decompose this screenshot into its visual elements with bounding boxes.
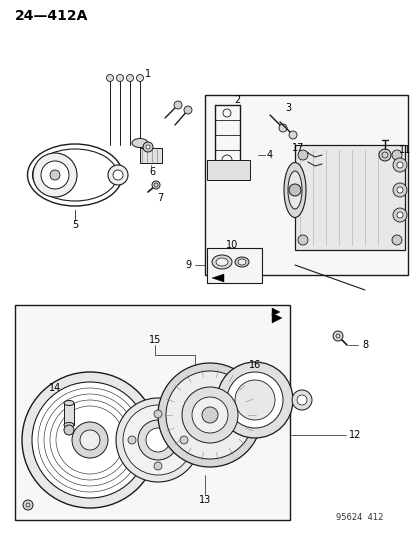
Text: 16: 16 xyxy=(248,360,261,370)
Circle shape xyxy=(146,428,170,452)
Ellipse shape xyxy=(30,147,120,204)
Circle shape xyxy=(235,380,274,420)
Text: 13: 13 xyxy=(198,495,211,505)
Circle shape xyxy=(128,436,136,444)
Ellipse shape xyxy=(211,255,231,269)
Circle shape xyxy=(154,462,161,470)
Circle shape xyxy=(396,212,402,218)
Text: 7: 7 xyxy=(157,193,163,203)
Circle shape xyxy=(142,142,153,152)
Text: 14: 14 xyxy=(49,383,61,393)
Text: 24—412A: 24—412A xyxy=(15,9,88,23)
Text: 15: 15 xyxy=(148,335,161,345)
Text: 12: 12 xyxy=(348,430,360,440)
Circle shape xyxy=(278,124,286,132)
Ellipse shape xyxy=(216,258,228,266)
Text: 5: 5 xyxy=(72,220,78,230)
Polygon shape xyxy=(271,308,279,316)
Circle shape xyxy=(113,170,123,180)
Bar xyxy=(64,403,74,425)
Bar xyxy=(140,148,161,163)
Ellipse shape xyxy=(132,139,147,148)
Polygon shape xyxy=(271,313,281,323)
Circle shape xyxy=(296,395,306,405)
Bar xyxy=(294,145,404,250)
Circle shape xyxy=(23,500,33,510)
Circle shape xyxy=(297,235,307,245)
Ellipse shape xyxy=(287,171,301,209)
Text: 4: 4 xyxy=(266,150,273,160)
Circle shape xyxy=(158,363,261,467)
Circle shape xyxy=(291,390,311,410)
Circle shape xyxy=(180,436,188,444)
Circle shape xyxy=(116,398,199,482)
Circle shape xyxy=(182,387,237,443)
Circle shape xyxy=(146,145,150,149)
Text: 1: 1 xyxy=(145,69,151,79)
Circle shape xyxy=(202,407,218,423)
Ellipse shape xyxy=(64,423,74,427)
Circle shape xyxy=(116,75,123,82)
Circle shape xyxy=(392,208,406,222)
Polygon shape xyxy=(204,95,407,275)
Circle shape xyxy=(396,162,402,168)
Circle shape xyxy=(64,425,74,435)
Text: 11: 11 xyxy=(398,145,410,155)
Circle shape xyxy=(50,170,60,180)
Circle shape xyxy=(72,422,108,458)
Circle shape xyxy=(216,362,292,438)
Circle shape xyxy=(288,184,300,196)
Ellipse shape xyxy=(237,259,245,265)
Text: 95624  412: 95624 412 xyxy=(335,513,383,522)
Text: 2: 2 xyxy=(233,95,240,105)
Circle shape xyxy=(154,410,161,418)
Circle shape xyxy=(391,235,401,245)
Text: 3: 3 xyxy=(284,103,290,113)
Circle shape xyxy=(152,181,159,189)
Circle shape xyxy=(136,75,143,82)
Circle shape xyxy=(126,75,133,82)
Polygon shape xyxy=(211,274,223,282)
Circle shape xyxy=(392,183,406,197)
Circle shape xyxy=(392,158,406,172)
Circle shape xyxy=(108,165,128,185)
Circle shape xyxy=(297,150,307,160)
Circle shape xyxy=(106,75,113,82)
Text: 8: 8 xyxy=(361,340,367,350)
Ellipse shape xyxy=(283,163,305,217)
Polygon shape xyxy=(206,160,249,180)
Ellipse shape xyxy=(204,436,221,454)
Ellipse shape xyxy=(207,440,218,450)
Circle shape xyxy=(183,106,192,114)
Circle shape xyxy=(396,187,402,193)
Circle shape xyxy=(166,371,254,459)
Polygon shape xyxy=(15,305,289,520)
Circle shape xyxy=(22,372,158,508)
Circle shape xyxy=(226,372,282,428)
Circle shape xyxy=(378,149,390,161)
Ellipse shape xyxy=(64,400,74,406)
Ellipse shape xyxy=(235,257,248,267)
Circle shape xyxy=(288,131,296,139)
Text: 6: 6 xyxy=(149,167,155,177)
Circle shape xyxy=(41,161,69,189)
Text: 10: 10 xyxy=(225,240,237,250)
Circle shape xyxy=(32,382,147,498)
Circle shape xyxy=(80,430,100,450)
Circle shape xyxy=(138,420,178,460)
Circle shape xyxy=(192,397,228,433)
Circle shape xyxy=(173,101,182,109)
Circle shape xyxy=(123,405,192,475)
Bar xyxy=(206,248,261,283)
Text: 17: 17 xyxy=(291,143,304,153)
Circle shape xyxy=(332,331,342,341)
Text: 9: 9 xyxy=(185,260,191,270)
Circle shape xyxy=(391,150,401,160)
Circle shape xyxy=(33,153,77,197)
